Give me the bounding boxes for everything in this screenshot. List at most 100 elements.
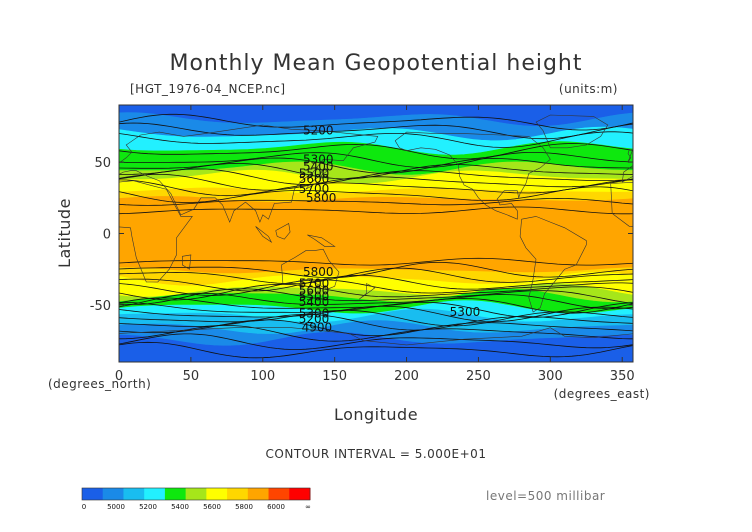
file-label: [HGT_1976-04_NCEP.nc] — [130, 82, 286, 96]
y-tick-label: 50 — [94, 156, 111, 171]
contour-line — [119, 267, 633, 285]
color-bands — [119, 105, 633, 362]
contour-label: 4900 — [302, 321, 333, 335]
colorbar-segment — [206, 488, 228, 500]
colorbar-label: 5400 — [171, 503, 189, 511]
x-tick-label: 0 — [115, 369, 123, 384]
y-axis-ticks: -50 0 50 — [90, 156, 633, 314]
contour-labels: 5200530054005500560057005800580057005600… — [299, 124, 481, 335]
contour-interval-text: CONTOUR INTERVAL = 5.000E+01 — [266, 447, 487, 461]
y-unit-label: (degrees_north) — [48, 377, 151, 391]
contour-line — [119, 324, 633, 342]
contour-label: 5700 — [299, 182, 330, 196]
colorbar-segment — [247, 488, 270, 500]
colorbar-segment — [227, 488, 249, 500]
contour-line — [119, 197, 633, 206]
colorbar-label: 5800 — [235, 503, 253, 511]
colorbar-segment — [185, 488, 207, 500]
contour-line — [119, 292, 633, 310]
contour-label: 5700 — [299, 276, 330, 290]
contour-label: 5200 — [299, 312, 330, 326]
coastline — [305, 168, 329, 190]
colorbar-segment — [289, 488, 311, 500]
x-axis-ticks: 0 50 100 150 200 250 300 350 — [115, 105, 635, 384]
contour-line — [119, 143, 633, 160]
coastline — [519, 216, 587, 313]
colorbar-segment — [144, 488, 166, 500]
contour-line — [119, 319, 633, 336]
coastline — [110, 149, 114, 162]
coastline — [281, 248, 340, 290]
colorbar-label: 5600 — [203, 503, 221, 511]
contour-line — [119, 113, 633, 131]
coastline — [307, 234, 336, 247]
x-tick-label: 200 — [394, 369, 419, 384]
contour-line — [119, 168, 633, 185]
colorbar-frame — [81, 487, 311, 501]
x-tick-label: 150 — [322, 369, 347, 384]
contour-line — [119, 122, 633, 140]
contour-line — [119, 152, 633, 168]
contour-label: 5200 — [303, 124, 334, 138]
x-axis-label: Longitude — [334, 405, 418, 424]
contour-line — [119, 283, 633, 301]
units-label: (units:m) — [559, 82, 618, 96]
colorbar-label: 5200 — [139, 503, 157, 511]
y-tick-label: 0 — [103, 228, 111, 243]
contour-label: 5400 — [299, 295, 330, 309]
x-tick-label: 300 — [538, 369, 563, 384]
colorbar-label: 5000 — [107, 503, 125, 511]
contour-line — [119, 313, 633, 331]
x-unit-label: (degrees_east) — [554, 387, 650, 401]
contour-label: 5300 — [303, 152, 334, 166]
contour-line — [119, 288, 633, 305]
plot-area — [110, 105, 633, 362]
contour-line — [119, 257, 633, 266]
contour-line — [119, 131, 633, 148]
contour-label: 5500 — [299, 289, 330, 303]
colorbar-segment — [123, 488, 145, 500]
coastline — [255, 226, 273, 243]
contour-line — [119, 275, 633, 292]
colorbar-segment — [268, 488, 290, 500]
x-tick-label: 100 — [250, 369, 275, 384]
colorbar — [81, 487, 311, 501]
contour-label: 5300 — [450, 305, 481, 319]
contour-line — [119, 162, 633, 180]
contour-line — [119, 310, 633, 327]
y-tick-label: -50 — [90, 299, 111, 314]
coastline — [621, 165, 633, 183]
contour-label: 5800 — [303, 265, 334, 279]
x-tick-label: 50 — [183, 369, 200, 384]
coastline — [627, 148, 633, 163]
colorbar-segment — [102, 488, 124, 500]
coastline — [275, 223, 291, 240]
level-text: level=500 millibar — [486, 489, 605, 503]
contour-line — [119, 341, 633, 359]
coastline — [535, 114, 609, 149]
contour-line — [119, 305, 633, 323]
contour-line — [119, 179, 633, 197]
chart-title: Monthly Mean Geopotential height — [169, 51, 582, 76]
colorbar-labels: 0 5000 5200 5400 5600 5800 6000 ∞ — [82, 503, 311, 511]
coastline — [358, 283, 376, 300]
coastline — [119, 327, 633, 346]
coastline — [394, 131, 551, 220]
coastline — [119, 180, 193, 283]
x-tick-label: 250 — [466, 369, 491, 384]
x-tick-label: 350 — [610, 369, 635, 384]
coastline — [119, 124, 379, 223]
colorbar-segment — [82, 488, 104, 500]
contour-label: 5300 — [299, 306, 330, 320]
colorbar-label: ∞ — [305, 503, 311, 511]
contour-label: 5500 — [299, 167, 330, 181]
contour-label: 5800 — [306, 191, 337, 205]
contour-lines — [119, 113, 633, 359]
coastlines — [110, 114, 633, 346]
contour-label: 5400 — [303, 159, 334, 173]
coastline — [182, 254, 192, 270]
contour-line — [119, 333, 633, 350]
colorbar-segment — [164, 488, 187, 500]
contour-line — [119, 279, 633, 297]
